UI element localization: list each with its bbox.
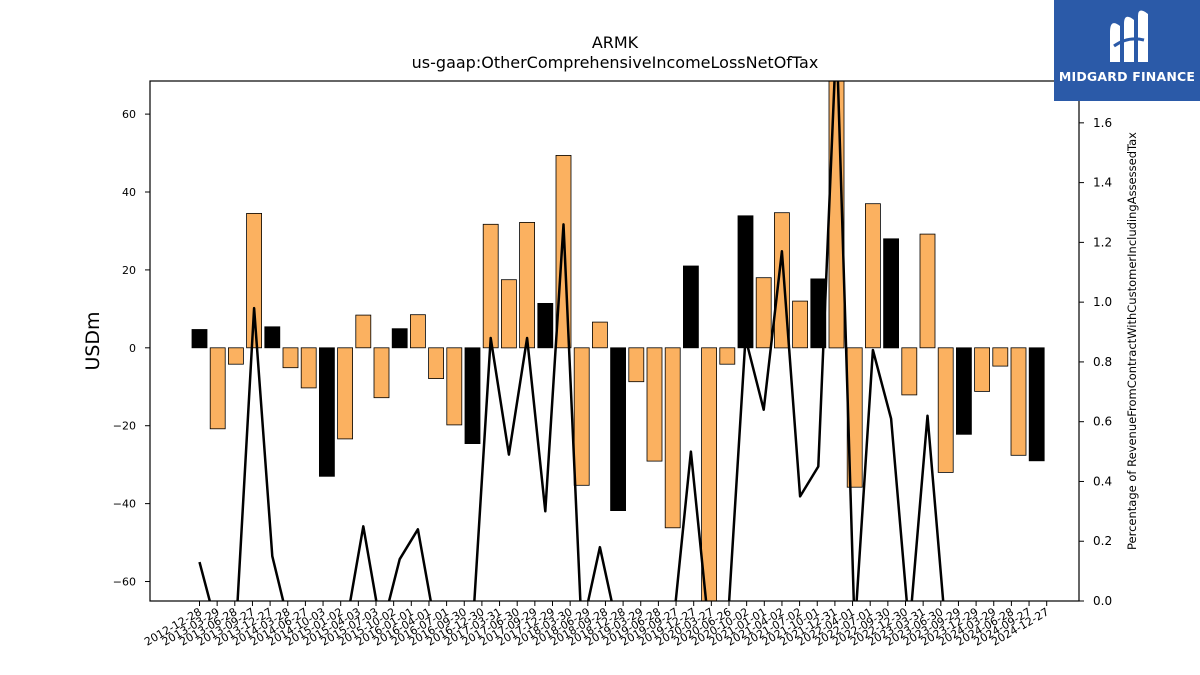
bar-2019-12-27	[701, 347, 717, 601]
bar-2018-06-29	[592, 321, 608, 349]
bar-2022-07-01	[883, 238, 899, 349]
bar-2016-01-01	[409, 314, 426, 349]
bar-2024-06-28	[1028, 347, 1045, 462]
bar-2018-09-28	[610, 347, 626, 511]
y2-tick-label: 0.6	[1093, 415, 1112, 429]
bar-2024-03-29	[1010, 347, 1027, 456]
bar-2022-09-30	[901, 347, 918, 396]
y-tick-label: 0	[129, 342, 136, 355]
bar-2020-06-26	[737, 215, 754, 349]
bar-2022-04-01	[865, 203, 881, 349]
bars-group	[191, 81, 1045, 601]
chart-subtitle: us-gaap:OtherComprehensiveIncomeLossNetO…	[412, 53, 819, 72]
y-axis-label: USDm	[82, 311, 104, 370]
brand-name: MIDGARD FINANCE	[1058, 69, 1196, 84]
bar-2017-09-29	[537, 302, 554, 349]
bar-2015-01-02	[337, 347, 354, 440]
y-tick-label: 40	[122, 186, 136, 199]
bar-2023-12-29	[992, 347, 1009, 367]
bar-2023-09-29	[974, 347, 990, 392]
bar-2016-09-30	[464, 347, 481, 444]
y2-tick-label: 0.2	[1093, 534, 1112, 548]
y2-tick-label: 0.4	[1093, 474, 1112, 488]
bar-2018-03-30	[573, 347, 590, 486]
bar-2015-04-03	[355, 314, 372, 349]
bar-2020-03-27	[719, 347, 736, 365]
bar-2023-03-31	[937, 347, 954, 473]
bar-2022-12-30	[919, 233, 936, 349]
y2-tick-label: 0.0	[1093, 594, 1112, 608]
bar-2023-06-30	[956, 347, 972, 435]
bar-2013-12-27	[264, 326, 281, 349]
bar-2012-12-28	[191, 329, 208, 349]
percentage-line	[198, 81, 945, 601]
bar-2016-12-30	[482, 223, 499, 349]
bar-2015-10-02	[391, 328, 408, 349]
bar-2013-03-29	[209, 347, 226, 430]
y-tick-label: 20	[122, 264, 136, 277]
bar-2021-04-02	[792, 300, 808, 349]
brand-logo: MIDGARD FINANCE	[1054, 0, 1200, 101]
y2-tick-label: 1.0	[1093, 295, 1112, 309]
bar-2013-09-27	[246, 212, 263, 349]
midgard-logo-icon	[1110, 10, 1148, 63]
bar-2019-03-29	[646, 347, 663, 462]
y2-tick-label: 0.8	[1093, 355, 1112, 369]
line-group	[198, 81, 945, 601]
y2-tick-label: 1.4	[1093, 176, 1112, 190]
y-axis-ticks: −60 −40 −20 0 20 40 60	[113, 108, 150, 589]
bar-2014-10-03	[318, 347, 335, 477]
bar-2015-07-03	[373, 347, 390, 399]
y-tick-label: −60	[113, 576, 136, 589]
bar-2019-09-27	[683, 265, 699, 349]
secondary-y-axis-ticks: 0.0 0.2 0.4 0.6 0.8 1.0 1.2 1.4 1.6	[1079, 116, 1112, 608]
bar-2017-06-30	[519, 221, 535, 349]
bar-2013-06-28	[227, 347, 244, 365]
bar-2016-04-01	[428, 347, 445, 379]
y-tick-label: −40	[113, 498, 136, 511]
bar-2014-03-28	[282, 347, 299, 369]
x-axis-ticks: 2012-12-282013-03-292013-06-282013-09-27…	[142, 601, 1051, 649]
y2-tick-label: 1.2	[1093, 235, 1112, 249]
bar-2019-06-28	[664, 347, 681, 529]
plot-frame	[149, 80, 1080, 602]
bar-2014-06-27	[300, 347, 317, 389]
chart-title: ARMK	[592, 33, 639, 52]
y2-tick-label: 1.6	[1093, 116, 1112, 130]
bar-2020-10-02	[755, 277, 772, 349]
y-tick-label: 60	[122, 108, 136, 121]
y-tick-label: −20	[113, 420, 136, 433]
bar-2018-12-28	[628, 347, 645, 383]
bar-2016-07-01	[446, 347, 463, 426]
secondary-y-axis-label: Percentage of RevenueFromContractWithCus…	[1125, 132, 1139, 550]
bar-2017-03-31	[500, 279, 517, 349]
